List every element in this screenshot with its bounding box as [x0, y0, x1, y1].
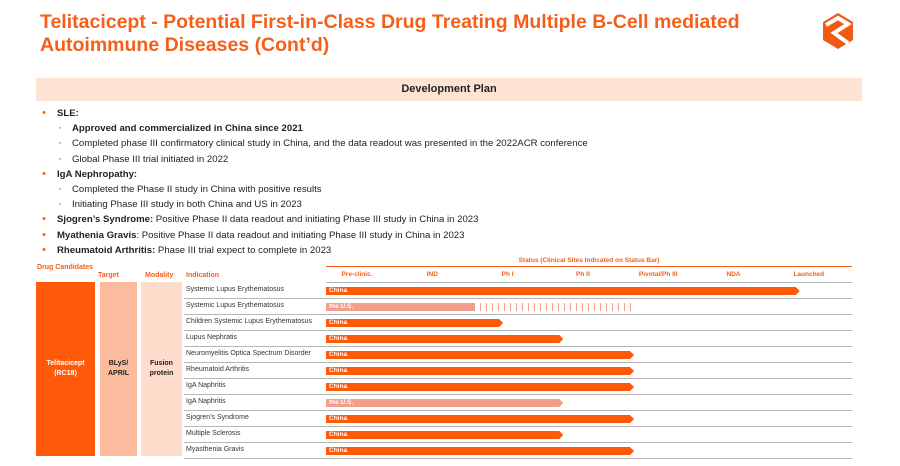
- bullet-item: SLE:: [0, 106, 900, 121]
- header-target: Target: [98, 272, 119, 279]
- status-bar: China: [326, 335, 563, 343]
- status-bar: the U.S.: [326, 399, 563, 407]
- sub-bullet-item: Approved and commercialized in China sin…: [0, 121, 900, 136]
- indication-label: Sjogren’s Syndrome: [186, 414, 249, 421]
- bullet-item: Rheumatoid Arthritis: Phase III trial ex…: [0, 243, 900, 258]
- status-bar: China: [326, 383, 634, 391]
- planned-progress: [477, 303, 633, 311]
- page-title: Telitacicept - Potential First-in-Class …: [40, 11, 740, 56]
- status-bar: China: [326, 431, 563, 439]
- site-label: China: [329, 415, 348, 422]
- table-row: IgA Naphritis China: [184, 379, 852, 395]
- stage-label: Ph I: [501, 271, 514, 278]
- bullet-text: Phase III trial expect to complete in 20…: [155, 244, 332, 256]
- table-row: Systemic Lupus Erythematosus China: [184, 283, 852, 299]
- status-bar: China: [326, 447, 634, 455]
- bullet-label: SLE:: [57, 108, 79, 119]
- table-row: IgA Naphritis the U.S.: [184, 395, 852, 411]
- development-plan-header: Development Plan: [36, 78, 862, 101]
- stage-label: Ph II: [576, 271, 590, 278]
- site-label: China: [329, 319, 348, 326]
- bullet-item: IgA Nephropathy:: [0, 167, 900, 182]
- stage-label: IND: [426, 271, 438, 278]
- bullet-label: IgA Nephropathy:: [57, 168, 138, 180]
- bullet-label: Rheumatoid Arthritis:: [57, 244, 156, 256]
- bullet-text: : Positive Phase II data readout and ini…: [136, 229, 465, 241]
- status-bar: China: [326, 367, 634, 375]
- table-row: Systemic Lupus Erythematosus the U.S.: [184, 299, 852, 315]
- stage-label: Launched: [793, 271, 825, 278]
- modality-cell: Fusion protein: [141, 282, 182, 456]
- header-modality: Modality: [145, 272, 174, 279]
- site-label: China: [329, 431, 348, 438]
- indication-label: Myasthenia Gravis: [186, 446, 244, 453]
- site-label: the U.S.: [329, 303, 354, 310]
- bullet-text: Positive Phase II data readout and initi…: [153, 214, 479, 226]
- bullet-label: Sjogren’s Syndrome:: [57, 214, 154, 226]
- stage-label: Pivotal/Ph III: [638, 271, 678, 278]
- header-divider: [326, 282, 852, 283]
- site-label: China: [329, 383, 348, 390]
- site-label: China: [329, 287, 348, 294]
- indication-label: Rheumatoid Arthritis: [186, 366, 250, 373]
- table-row: Sjogren’s Syndrome China: [184, 411, 852, 427]
- target-cell: BLyS/ APRIL: [100, 282, 137, 456]
- header-status: Status (Clinical Sites Indicated on Stat…: [518, 257, 660, 264]
- table-row: Neuromyelitis Optica Spectrum Disorder C…: [184, 347, 852, 363]
- table-row: Multiple Sclerosis China: [184, 427, 852, 443]
- indication-label: Lupus Nephratis: [186, 334, 237, 341]
- stage-label: NDA: [726, 271, 741, 278]
- site-label: China: [329, 351, 348, 358]
- status-bar: China: [326, 415, 634, 423]
- header-drug: Drug Candidates: [37, 264, 94, 271]
- header-indication: Indication: [186, 272, 220, 279]
- site-label: China: [329, 447, 348, 454]
- indication-label: Systemic Lupus Erythematosus: [186, 286, 285, 293]
- drug-candidate-cell: Telitacicept (RC18): [36, 282, 95, 456]
- status-divider: [326, 266, 852, 267]
- indication-label: Multiple Sclerosis: [186, 430, 241, 437]
- table-row: Children Systemic Lupus Erythematosus Ch…: [184, 315, 852, 331]
- table-row: Myasthenia Gravis China: [184, 443, 852, 459]
- sub-bullet-item: Completed phase III confirmatory clinica…: [0, 136, 900, 151]
- stage-label: Pre-clinic.: [341, 271, 373, 278]
- sub-bullet-item: Completed the Phase II study in China wi…: [0, 182, 900, 197]
- sub-bullet-item: Initiating Phase III study in both China…: [0, 197, 900, 212]
- indication-label: Neuromyelitis Optica Spectrum Disorder: [186, 350, 311, 357]
- indication-label: Systemic Lupus Erythematosus: [186, 302, 285, 309]
- bullet-item: Myathenia Gravis: Positive Phase II data…: [0, 228, 900, 243]
- sub-bullet-item: Global Phase III trial initiated in 2022: [0, 152, 900, 167]
- status-bar: China: [326, 351, 634, 359]
- indication-label: Children Systemic Lupus Erythematosus: [186, 318, 313, 325]
- company-logo-icon: [823, 13, 853, 49]
- table-row: Rheumatoid Arthritis China: [184, 363, 852, 379]
- status-bar: the U.S.: [326, 303, 476, 311]
- indication-label: IgA Naphritis: [186, 398, 226, 405]
- indication-label: IgA Naphritis: [186, 382, 226, 389]
- site-label: China: [329, 367, 348, 374]
- bullet-label: Myathenia Gravis: [57, 229, 137, 241]
- status-bar: China: [326, 287, 800, 295]
- bullet-list: SLE: Approved and commercialized in China…: [0, 106, 900, 258]
- table-row: Lupus Nephratis China: [184, 331, 852, 347]
- bullet-item: Sjogren’s Syndrome: Positive Phase II da…: [0, 212, 900, 227]
- status-bar: China: [326, 319, 503, 327]
- site-label: China: [329, 335, 348, 342]
- site-label: the U.S.: [329, 399, 354, 406]
